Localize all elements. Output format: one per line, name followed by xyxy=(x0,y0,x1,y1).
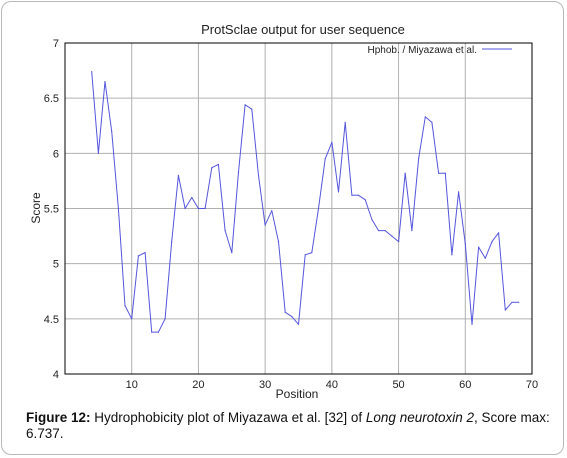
data-point xyxy=(444,172,446,174)
data-point xyxy=(131,318,133,320)
data-point xyxy=(351,194,353,196)
caption-protein: Long neurotoxin 2 xyxy=(365,410,474,425)
data-point xyxy=(197,207,199,210)
data-point xyxy=(331,141,333,143)
data-point xyxy=(344,121,346,123)
data-point xyxy=(224,230,226,232)
line-chart: ProtSclae output for user sequence 4 4.5 5… xyxy=(29,22,538,401)
data-point xyxy=(484,257,486,259)
legend-label: Hphob. / Miyazawa et al. xyxy=(368,45,478,56)
data-point xyxy=(117,207,119,210)
data-point xyxy=(157,331,159,333)
series-line xyxy=(91,71,519,333)
data-point xyxy=(124,305,126,307)
data-point xyxy=(191,196,193,199)
data-point xyxy=(357,194,360,196)
data-point xyxy=(244,104,246,106)
data-point xyxy=(264,224,266,226)
data-point xyxy=(404,172,406,174)
data-point xyxy=(391,235,393,237)
data-point xyxy=(424,116,426,118)
x-tick-label: 50 xyxy=(392,379,404,391)
tick-labels: 4 4.5 5 5.5 6 6.5 7 10 20 30 40 50 60 70 xyxy=(44,38,538,391)
caption-label: Figure 12: xyxy=(26,410,91,425)
x-tick-label: 10 xyxy=(126,379,138,391)
data-point xyxy=(291,316,293,318)
data-point xyxy=(464,243,466,245)
data-point xyxy=(177,174,179,176)
data-point xyxy=(451,254,453,256)
data-point xyxy=(217,163,219,165)
data-point xyxy=(384,230,386,232)
y-tick-label: 5.5 xyxy=(44,204,59,216)
data-point xyxy=(364,199,366,201)
data-point xyxy=(518,301,520,303)
data-point xyxy=(297,323,300,325)
x-axis-label: Position xyxy=(276,387,319,401)
series-group xyxy=(91,71,520,333)
data-point xyxy=(251,108,253,110)
data-point xyxy=(324,158,326,160)
data-point xyxy=(491,241,493,243)
data-point xyxy=(471,323,473,325)
caption-score: , Score max: 6.737. xyxy=(26,410,550,441)
y-tick-label: 5 xyxy=(53,259,59,271)
data-point xyxy=(91,71,93,73)
data-point xyxy=(97,152,99,154)
data-point xyxy=(104,81,106,83)
x-tick-label: 30 xyxy=(259,379,271,391)
data-point xyxy=(271,210,273,212)
data-point xyxy=(137,255,139,257)
data-point xyxy=(231,252,233,254)
data-point xyxy=(171,241,173,243)
data-point xyxy=(211,167,213,169)
data-point xyxy=(418,158,420,160)
chart-title: ProtSclae output for user sequence xyxy=(201,22,405,37)
caption-text: Hydrophobicity plot of Miyazawa et al. [… xyxy=(90,410,366,425)
data-point xyxy=(438,172,440,174)
data-point xyxy=(411,230,413,232)
y-tick-label: 4.5 xyxy=(44,314,59,326)
x-tick-label: 20 xyxy=(192,379,204,391)
data-point xyxy=(284,311,286,313)
legend: Hphob. / Miyazawa et al. xyxy=(368,45,512,56)
plot-area-border xyxy=(64,42,533,375)
data-point xyxy=(304,254,306,256)
data-point xyxy=(458,191,460,193)
data-point xyxy=(504,309,506,311)
data-point xyxy=(204,207,206,210)
y-tick-label: 6 xyxy=(53,148,59,160)
data-point xyxy=(164,318,166,320)
data-point xyxy=(184,207,186,210)
y-tick-label: 4 xyxy=(53,369,59,381)
data-point xyxy=(277,241,280,243)
data-point xyxy=(511,301,513,303)
data-point xyxy=(111,130,113,132)
data-point xyxy=(311,252,313,254)
y-tick-label: 7 xyxy=(53,38,59,50)
data-point xyxy=(378,230,380,232)
x-tick-label: 60 xyxy=(459,379,471,391)
y-axis-label: Score xyxy=(29,192,43,224)
data-point xyxy=(337,191,340,193)
y-tick-label: 6.5 xyxy=(44,93,59,105)
data-point xyxy=(371,218,373,221)
data-point xyxy=(144,252,146,254)
data-point xyxy=(431,121,433,123)
data-point xyxy=(478,246,480,248)
data-point xyxy=(151,331,153,333)
data-point xyxy=(317,207,320,210)
data-point xyxy=(498,232,500,234)
figure-caption: Figure 12: Hydrophobicity plot of Miyaza… xyxy=(26,410,551,442)
data-point xyxy=(237,171,240,173)
x-tick-label: 70 xyxy=(526,379,538,391)
data-point xyxy=(257,174,260,176)
data-point xyxy=(398,241,400,243)
x-tick-label: 40 xyxy=(326,379,338,391)
